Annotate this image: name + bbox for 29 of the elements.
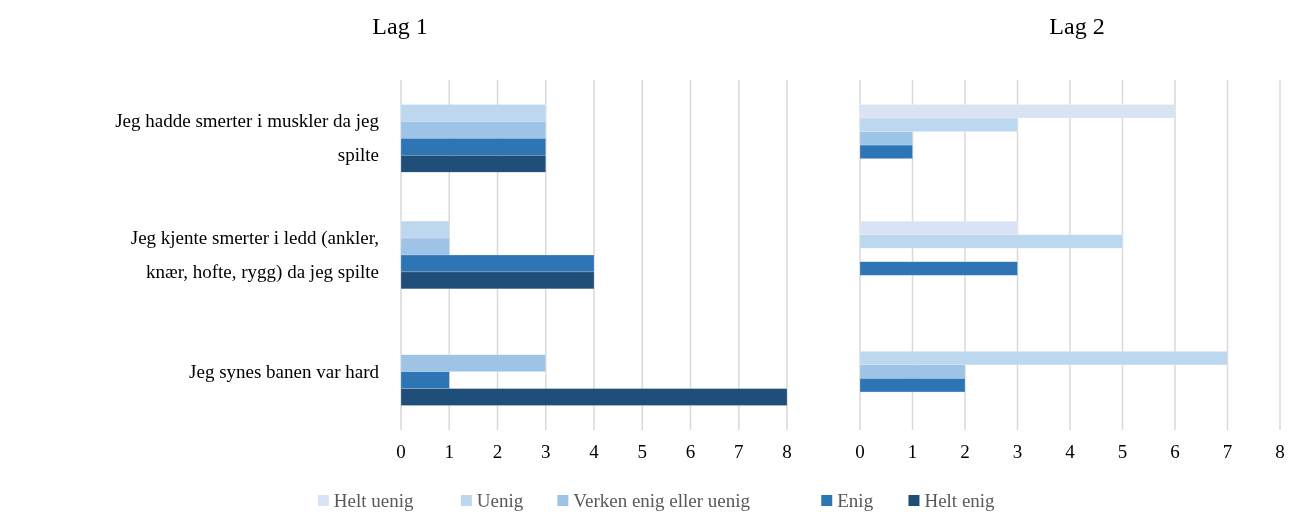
x-tick-label: 3 xyxy=(541,441,551,462)
x-tick-label: 8 xyxy=(1275,441,1285,462)
y-tick-label: Jeg hadde smerter i muskler da jeg spilte xyxy=(115,110,380,166)
x-tick-label: 0 xyxy=(855,441,865,462)
x-tick-label: 6 xyxy=(1170,441,1180,462)
chart-title: Lag 2 xyxy=(1049,13,1105,39)
x-tick-label: 2 xyxy=(960,441,970,462)
legend-label: Enig xyxy=(837,490,874,511)
x-tick-label: 0 xyxy=(396,441,406,462)
x-tick-label: 6 xyxy=(685,441,696,462)
legend-label: Helt enig xyxy=(924,490,996,511)
x-tick-label: 1 xyxy=(444,441,454,462)
x-tick-label: 5 xyxy=(1117,441,1128,462)
x-tick-label: 2 xyxy=(492,441,503,462)
legend-label: Verken enig eller uenig xyxy=(573,490,751,511)
x-tick-label: 3 xyxy=(1012,441,1023,462)
x-tick-label: 7 xyxy=(734,441,744,462)
x-tick-label: 4 xyxy=(589,441,600,462)
y-tick-label: Jeg kjente smerter i ledd (ankler, knær, hofte, rygg) da jeg spilte xyxy=(130,227,379,283)
bar xyxy=(859,261,1018,276)
y-tick-label: Jeg synes banen var hard xyxy=(189,360,380,382)
chart-title: Lag 1 xyxy=(372,13,428,39)
x-tick-label: 1 xyxy=(907,441,918,462)
legend-label: Helt uenig xyxy=(333,490,415,511)
x-tick-label: 8 xyxy=(782,441,792,462)
x-tick-label: 7 xyxy=(1222,441,1233,462)
legend-label: Uenig xyxy=(476,490,524,511)
x-tick-label: 5 xyxy=(637,441,647,462)
x-tick-label: 4 xyxy=(1065,441,1076,462)
